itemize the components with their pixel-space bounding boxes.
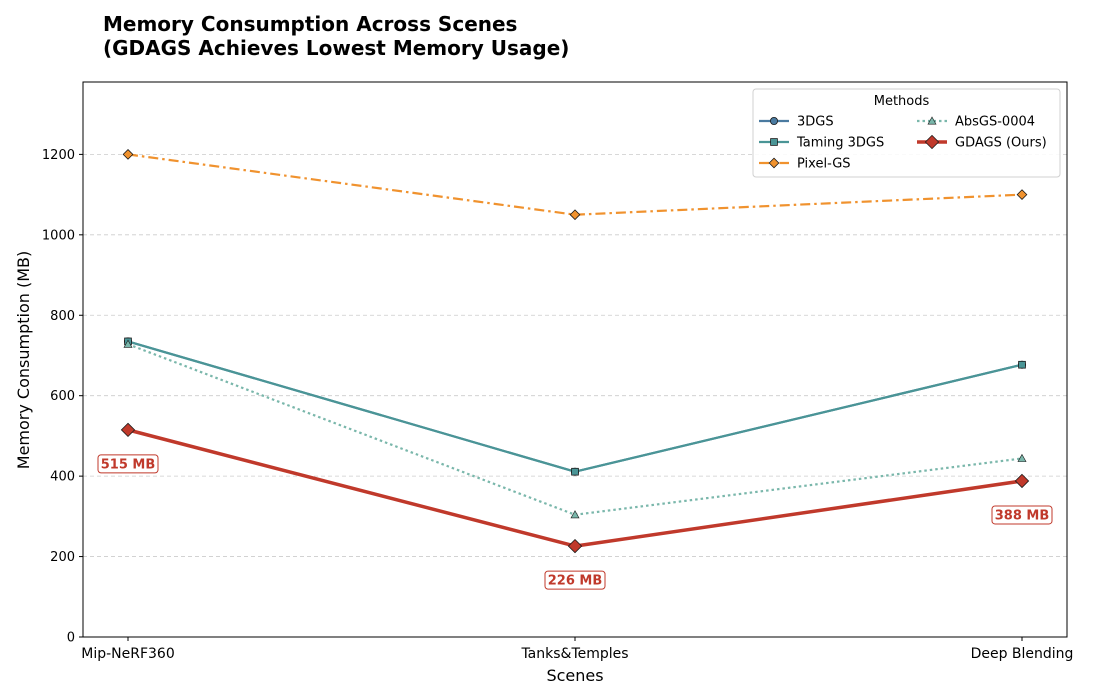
data-point-gdags-ours: [120, 422, 136, 438]
legend-marker: [768, 157, 780, 169]
data-point-taming-3dgs: [1018, 360, 1026, 369]
legend-marker: [770, 138, 778, 146]
series-lines: 515 MB 226 MB 388 MB: [97, 149, 1053, 590]
data-annotation: 515 MB: [97, 454, 159, 474]
y-tick-label: 1000: [42, 228, 75, 243]
legend-marker: [924, 134, 940, 150]
legend-label: 3DGS: [797, 115, 834, 130]
data-point-pixel-gs: [569, 209, 581, 221]
legend-label: AbsGS-0004: [955, 115, 1035, 130]
series-gdags-ours: [120, 422, 1030, 554]
data-point-gdags-ours: [567, 538, 583, 554]
data-point-pixel-gs: [122, 149, 134, 160]
y-tick-label: 1200: [42, 148, 75, 163]
annotation-label: 226 MB: [548, 574, 603, 589]
legend-marker: [927, 116, 937, 125]
annotation-label: 515 MB: [101, 457, 156, 472]
series-pixel-gs: [122, 149, 1028, 221]
legend-item-gdags-ours: GDAGS (Ours): [917, 134, 1047, 151]
annotation-box: [991, 505, 1053, 525]
data-point-absgs-0004: [123, 339, 133, 348]
chart-subtitle: (GDAGS Achieves Lowest Memory Usage): [103, 36, 570, 60]
data-point-pixel-gs: [1016, 189, 1028, 200]
series-line-absgs-0004: [127, 343, 1023, 516]
series-absgs-0004: [123, 339, 1027, 519]
legend: Methods 3DGS Taming 3DGS Pixel-GS AbsGS-0004…: [752, 88, 1061, 178]
legend-label: Pixel-GS: [797, 157, 851, 172]
annotation-box: [97, 454, 159, 474]
legend-label: Taming 3DGS: [796, 136, 884, 151]
legend-item-absgs-0004: AbsGS-0004: [917, 115, 1035, 130]
data-point-absgs-0004: [570, 510, 580, 519]
data-point-absgs-0004: [1017, 453, 1027, 462]
legend-item-3dgs: 3DGS: [759, 115, 834, 130]
data-annotation: 226 MB: [544, 570, 606, 590]
y-tick-label: 0: [67, 631, 75, 646]
chart-title-line1: Memory Consumption Across Scenes: [103, 12, 518, 36]
series-line-taming-3dgs: [127, 340, 1023, 473]
legend-marker: [770, 117, 779, 126]
data-point-taming-3dgs: [571, 467, 579, 476]
x-tick-label: Deep Blending: [971, 646, 1074, 662]
annotation-box: [544, 570, 606, 590]
legend-item-taming-3dgs: Taming 3DGS: [759, 136, 884, 151]
y-tick-label: 200: [50, 550, 75, 565]
y-tick-label: 400: [50, 470, 75, 485]
y-tick-label: 800: [50, 309, 75, 324]
data-annotation: 388 MB: [991, 505, 1053, 525]
y-axis-label: Memory Consumption (MB): [14, 251, 33, 469]
y-tick-label: 600: [50, 389, 75, 404]
series-line-gdags-ours: [127, 428, 1023, 548]
chart-title: Memory Consumption Across Scenes (GDAGS …: [103, 12, 569, 60]
legend-label: GDAGS (Ours): [955, 136, 1047, 151]
plot-frame: [82, 81, 1068, 638]
series-line-3dgs: [127, 340, 1023, 473]
series-taming-3dgs: [124, 337, 1026, 476]
data-point-gdags-ours: [1014, 473, 1030, 489]
legend-box: [752, 88, 1061, 178]
legend-item-pixel-gs: Pixel-GS: [759, 157, 851, 172]
legend-title: Methods: [874, 94, 930, 109]
series-3dgs: [124, 337, 1027, 476]
x-tick-label: Tanks&Temples: [520, 646, 628, 662]
x-tick-label: Mip-NeRF360: [81, 646, 175, 662]
annotation-label: 388 MB: [995, 508, 1050, 523]
x-axis-label: Scenes: [546, 666, 603, 685]
grid-lines: [83, 153, 1067, 557]
axes: 0 200 400 600 800 1000 1200 Mip-NeRF360 Tanks&Te…: [42, 81, 1074, 662]
